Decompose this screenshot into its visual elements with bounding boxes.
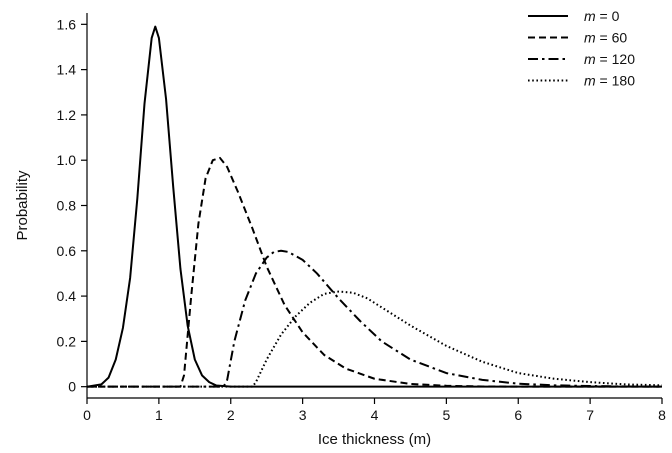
x-tick-label: 6 [514, 407, 522, 423]
legend-label: m = 180 [584, 73, 635, 89]
x-tick-label: 5 [442, 407, 450, 423]
x-axis-title: Ice thickness (m) [318, 431, 431, 448]
y-tick-label: 1.0 [57, 152, 77, 168]
y-axis-title: Probability [14, 170, 31, 241]
series-line-0 [86, 25, 662, 388]
x-tick-label: 8 [658, 407, 666, 423]
series-layer [86, 25, 663, 388]
legend-variable: m [584, 73, 596, 89]
y-tick-label: 1.4 [57, 62, 77, 78]
x-tick-label: 2 [227, 407, 235, 423]
legend-value: = 0 [596, 8, 620, 24]
series-line-120 [87, 249, 663, 388]
axes [86, 13, 662, 399]
y-tick-label: 0.6 [57, 243, 77, 259]
legend-variable: m [584, 8, 596, 24]
legend-value: = 60 [596, 30, 628, 46]
y-tick-label: 0.2 [57, 333, 77, 349]
x-tick-label: 3 [299, 407, 307, 423]
legend-variable: m [584, 30, 596, 46]
y-tick-label: 0 [68, 379, 76, 395]
series-line-60 [87, 156, 662, 388]
legend-label: m = 60 [584, 30, 627, 46]
x-tick-label: 7 [586, 407, 594, 423]
legend-label: m = 0 [584, 8, 620, 24]
x-tick-label: 1 [155, 407, 163, 423]
legend-value: = 120 [596, 51, 636, 67]
legend-label: m = 120 [584, 51, 635, 67]
legend-value: = 180 [596, 73, 636, 89]
legend-variable: m [584, 51, 596, 67]
x-tick-label: 4 [371, 407, 379, 423]
y-tick-label: 1.2 [57, 107, 77, 123]
y-tick-label: 0.8 [57, 198, 77, 214]
series-line-180 [87, 290, 663, 388]
y-tick-label: 1.6 [57, 16, 77, 32]
axis-ticks: 0 1 2 3 4 5 6 7 8 0 0.2 0.4 0.6 0.8 1.0 1.2 1.4 1.6 [57, 16, 667, 423]
y-tick-label: 0.4 [57, 288, 77, 304]
x-tick-label: 0 [83, 407, 91, 423]
